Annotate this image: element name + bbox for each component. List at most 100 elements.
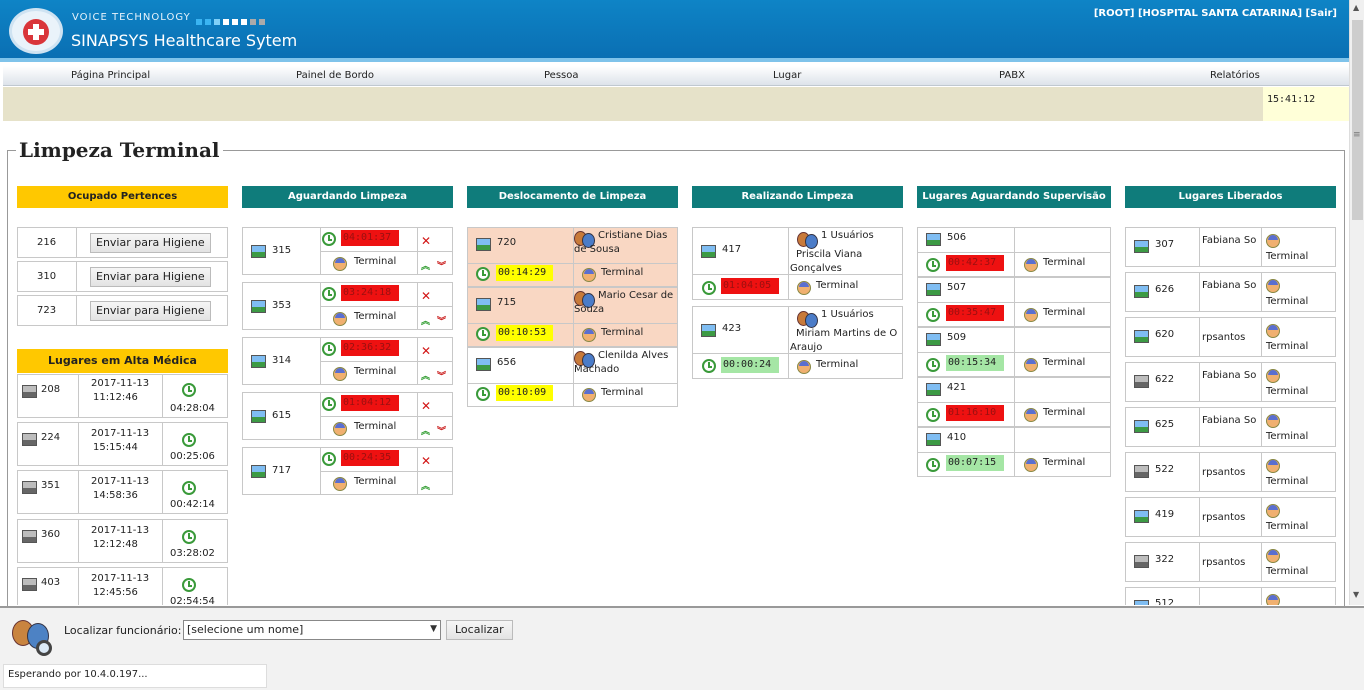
- scroll-up-icon[interactable]: ▲: [1353, 3, 1360, 12]
- clock-icon: [322, 342, 336, 356]
- room-image-icon: [1134, 375, 1149, 388]
- liberado-row: 622 Fabiana So Terminal: [1125, 362, 1336, 402]
- room-image-icon: [1134, 240, 1149, 253]
- ocupado-row: 216 Enviar para Higiene: [17, 227, 228, 258]
- assigned-person: Cristiane Dias de Sousa: [574, 230, 668, 255]
- move-up-icon[interactable]: ︽: [421, 372, 431, 382]
- menu-painel-de-bordo[interactable]: Painel de Bordo: [296, 70, 374, 81]
- room-image-icon: [926, 383, 941, 396]
- supervision-timer: 00:15:34: [946, 355, 1004, 371]
- room-number: 423: [722, 323, 742, 334]
- supervision-timer: 00:42:37: [946, 255, 1004, 271]
- move-down-icon[interactable]: ︾: [437, 317, 447, 327]
- remove-icon[interactable]: ✕: [421, 454, 432, 468]
- alta-row: 403 2017-11-13 12:45:56 02:54:54: [17, 567, 228, 605]
- scroll-down-icon[interactable]: ▼: [1353, 590, 1360, 599]
- room-image-icon: [926, 433, 941, 446]
- col-supervisao-header: Lugares Aguardando Supervisão: [917, 186, 1111, 208]
- user-info-logout[interactable]: [ROOT] [HOSPITAL SANTA CATARINA] [Sair]: [1093, 8, 1337, 19]
- cleaning-timer: 00:00:24: [721, 357, 779, 373]
- move-up-icon[interactable]: ︽: [421, 482, 431, 492]
- travel-timer: 00:10:53: [496, 325, 553, 341]
- clock-icon: [702, 359, 716, 373]
- remove-icon[interactable]: ✕: [421, 344, 432, 358]
- clock-icon: [476, 327, 490, 341]
- clock-icon: [322, 452, 336, 466]
- alta-date: 2017-11-13: [91, 378, 150, 389]
- liberado-row: 626 Fabiana So Terminal: [1125, 272, 1336, 312]
- travel-timer: 00:14:29: [496, 265, 553, 281]
- remove-icon[interactable]: ✕: [421, 234, 432, 248]
- status-bar: Esperando por 10.4.0.197...: [3, 664, 267, 688]
- room-image-icon: [701, 245, 716, 258]
- enviar-higiene-button[interactable]: Enviar para Higiene: [90, 267, 211, 287]
- wait-timer: 01:04:12: [341, 395, 399, 411]
- cleaner-icon: [333, 422, 347, 436]
- alta-date: 2017-11-13: [91, 573, 150, 584]
- menu-lugar[interactable]: Lugar: [773, 70, 802, 81]
- localizar-button[interactable]: Localizar: [446, 620, 513, 640]
- room-number: 417: [722, 244, 742, 255]
- cleaning-type: Terminal: [354, 256, 397, 267]
- cleaning-type: Terminal: [1266, 521, 1309, 532]
- users-count: 1 Usuários: [821, 309, 874, 320]
- cleaning-type: Terminal: [354, 421, 397, 432]
- room-image-icon: [251, 245, 266, 258]
- col-ocupado-header: Ocupado Pertences: [17, 186, 228, 208]
- travel-timer: 00:10:09: [496, 385, 553, 401]
- cleaning-type: Terminal: [1266, 341, 1309, 352]
- vertical-scrollbar[interactable]: ▲ ≡ ▼: [1349, 0, 1364, 605]
- cleaning-type: Terminal: [1266, 476, 1309, 487]
- room-image-icon: [1134, 555, 1149, 568]
- menu-pabx[interactable]: PABX: [999, 70, 1025, 81]
- clock-icon: [476, 267, 490, 281]
- cleaner-icon: [1266, 549, 1280, 563]
- main-menu: Página Principal Painel de Bordo Pessoa …: [3, 66, 1349, 86]
- room-number: 403: [41, 577, 61, 588]
- released-by: Fabiana So: [1202, 280, 1257, 291]
- move-up-icon[interactable]: ︽: [421, 427, 431, 437]
- move-down-icon[interactable]: ︾: [437, 372, 447, 382]
- employee-select-value: [selecione um nome]: [187, 623, 304, 636]
- assigned-person: Priscila Viana Gonçalves: [790, 249, 863, 274]
- room-image-icon: [1134, 330, 1149, 343]
- room-image-icon: [1134, 510, 1149, 523]
- move-down-icon[interactable]: ︾: [437, 427, 447, 437]
- clock-icon: [926, 308, 940, 322]
- clock-icon: [182, 578, 196, 592]
- room-number: 512: [1155, 598, 1175, 605]
- employee-select[interactable]: [selecione um nome] ▼: [183, 620, 441, 640]
- menu-pagina-principal[interactable]: Página Principal: [71, 70, 151, 81]
- remove-icon[interactable]: ✕: [421, 289, 432, 303]
- menu-relatorios[interactable]: Relatórios: [1210, 70, 1260, 81]
- menu-pessoa[interactable]: Pessoa: [544, 70, 579, 81]
- cleaner-icon: [333, 312, 347, 326]
- clock-icon: [926, 408, 940, 422]
- scroll-thumb[interactable]: [1352, 20, 1363, 220]
- hospital-cross-logo: [9, 8, 63, 54]
- alta-date: 2017-11-13: [91, 428, 150, 439]
- move-up-icon[interactable]: ︽: [421, 262, 431, 272]
- col-realizando-header: Realizando Limpeza: [692, 186, 903, 208]
- cleaner-icon: [582, 268, 596, 282]
- alta-date: 2017-11-13: [91, 476, 150, 487]
- cleaner-icon: [1266, 234, 1280, 248]
- alta-row: 351 2017-11-13 14:58:36 00:42:14: [17, 470, 228, 514]
- cleaner-icon: [1266, 279, 1280, 293]
- cleaning-type: Terminal: [1266, 431, 1309, 442]
- room-image-icon: [476, 298, 491, 311]
- cleaning-type: Terminal: [1266, 386, 1309, 397]
- realizando-row: 423 1 Usuários Miriam Martins de O Arauj…: [692, 306, 903, 379]
- liberado-row: 419 rpsantos Terminal: [1125, 497, 1336, 537]
- cleaning-type: Terminal: [1043, 307, 1086, 318]
- remove-icon[interactable]: ✕: [421, 399, 432, 413]
- elapsed-time: 04:28:04: [170, 403, 215, 414]
- enviar-higiene-button[interactable]: Enviar para Higiene: [90, 301, 211, 321]
- move-down-icon[interactable]: ︾: [437, 262, 447, 272]
- enviar-higiene-button[interactable]: Enviar para Higiene: [90, 233, 211, 253]
- liberado-row: 512: [1125, 587, 1336, 605]
- clock-icon: [926, 258, 940, 272]
- move-up-icon[interactable]: ︽: [421, 317, 431, 327]
- supervision-timer: 00:35:47: [946, 305, 1004, 321]
- room-number: 314: [272, 355, 292, 366]
